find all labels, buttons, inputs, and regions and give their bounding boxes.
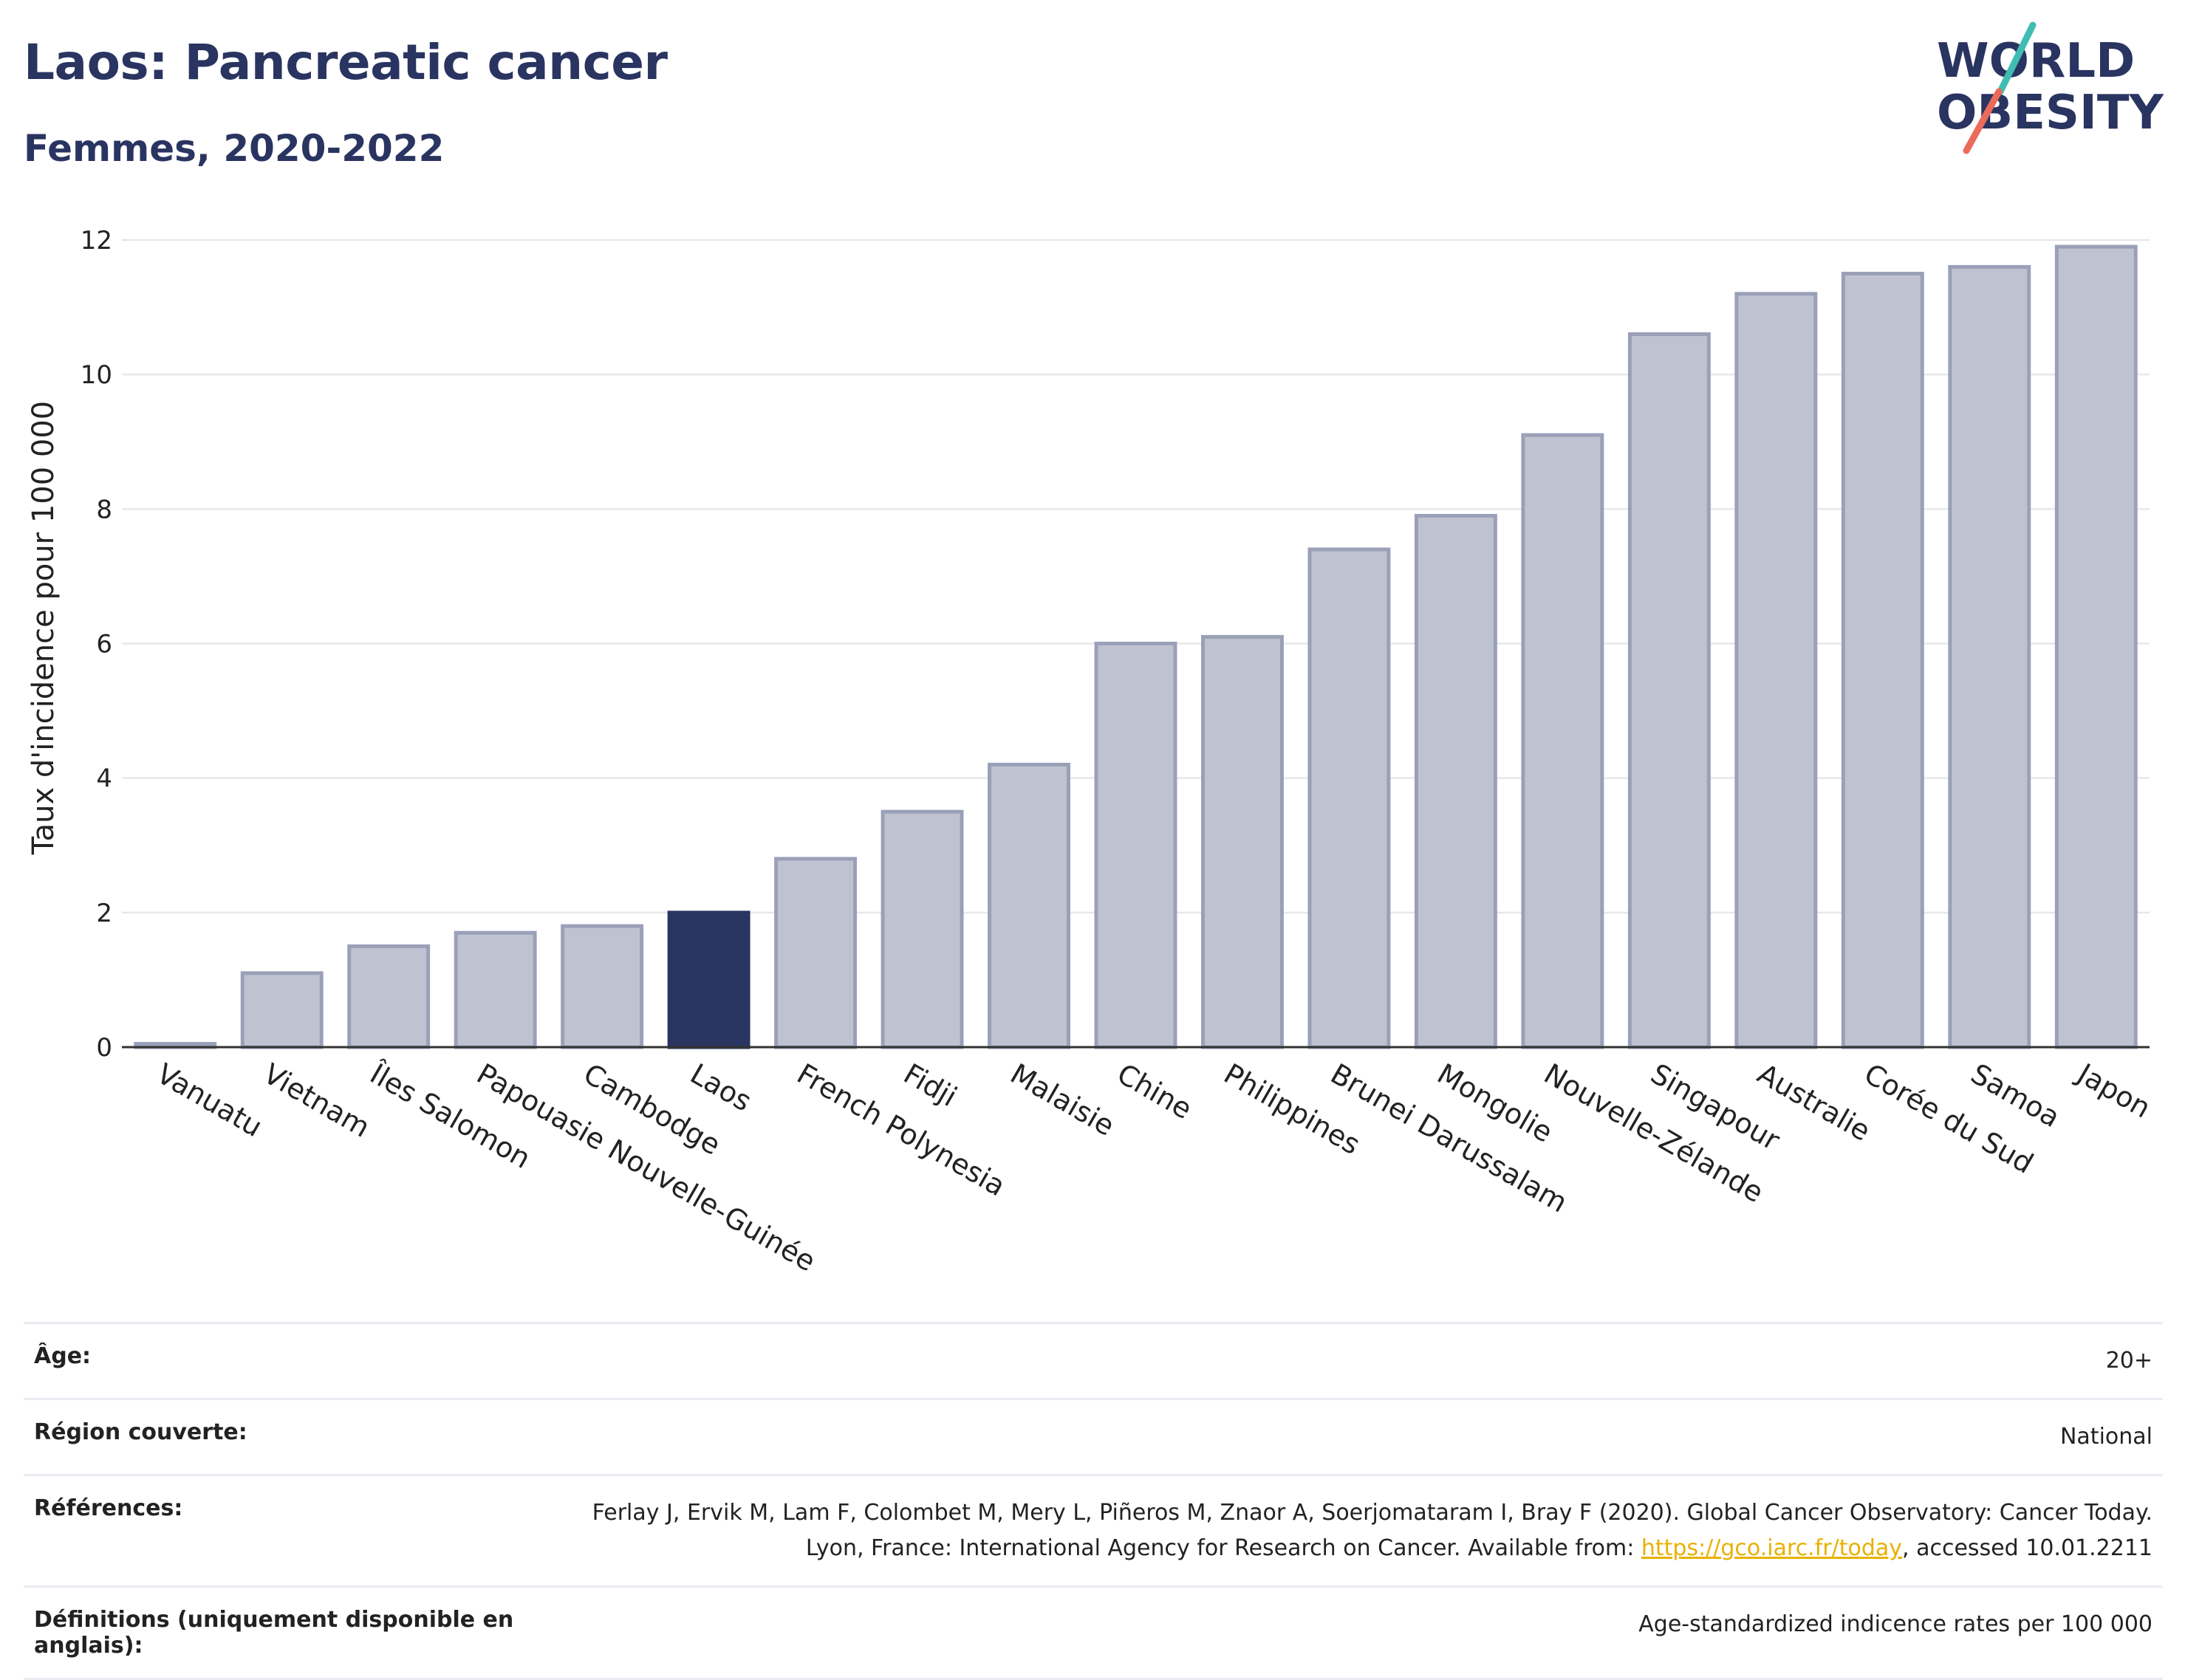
bar-nouvelle-z-lande[interactable] xyxy=(1521,433,1604,1049)
meta-key: Références: xyxy=(24,1474,561,1587)
chart-subtitle: Femmes, 2020-2022 xyxy=(24,127,445,170)
bar-samoa[interactable] xyxy=(1948,264,2031,1049)
meta-value: Age-standardized indicence rates per 100… xyxy=(561,1585,2163,1680)
bar-singapour[interactable] xyxy=(1627,332,1711,1049)
meta-value: Ferlay J, Ervik M, Lam F, Colombet M, Me… xyxy=(561,1474,2163,1587)
bar--les-salomon[interactable] xyxy=(347,944,431,1049)
meta-row-definitions: Définitions (uniquement disponible en an… xyxy=(24,1585,2163,1680)
x-tick-label: Vietnam xyxy=(258,1057,375,1144)
meta-row-region: Région couverte: National xyxy=(24,1398,2163,1475)
bar-philippines[interactable] xyxy=(1201,634,1284,1049)
bar-brunei-darussalam[interactable] xyxy=(1307,547,1391,1049)
logo-line1: WORLD xyxy=(1937,34,2135,89)
world-obesity-logo: WORLD OBESITY xyxy=(1937,21,2164,154)
meta-row-references: Références: Ferlay J, Ervik M, Lam F, Co… xyxy=(24,1474,2163,1587)
chart-title: Laos: Pancreatic cancer xyxy=(24,34,668,91)
reference-text: Ferlay J, Ervik M, Lam F, Colombet M, Me… xyxy=(592,1500,2152,1561)
bar-cambodge[interactable] xyxy=(561,924,644,1049)
logo-slash-bottom xyxy=(1963,88,2003,154)
bar-malaisie[interactable] xyxy=(988,762,1070,1049)
y-tick-label: 0 xyxy=(96,1033,112,1063)
y-tick-label: 10 xyxy=(81,360,112,390)
y-tick-label: 2 xyxy=(96,899,112,928)
reference-suffix: , accessed 10.01.2211 xyxy=(1902,1535,2152,1561)
x-tick-label: Malaisie xyxy=(1005,1057,1121,1142)
bar-laos[interactable] xyxy=(667,911,750,1049)
bar-mongolie[interactable] xyxy=(1414,513,1497,1049)
reference-link[interactable]: https://gco.iarc.fr/today xyxy=(1641,1535,1903,1561)
x-tick-label: Fidji xyxy=(898,1057,962,1114)
x-tick-label: Vanuatu xyxy=(151,1057,268,1143)
y-tick-label: 4 xyxy=(96,764,112,794)
bar-cor-e-du-sud[interactable] xyxy=(1841,272,1924,1049)
y-tick-label: 8 xyxy=(96,495,112,524)
bar-fidji[interactable] xyxy=(881,809,964,1049)
meta-key: Âge: xyxy=(24,1322,561,1399)
bar-vietnam[interactable] xyxy=(240,971,324,1049)
meta-value: National xyxy=(561,1398,2163,1475)
x-tick-label: Laos xyxy=(685,1057,757,1118)
bar-french-polynesia[interactable] xyxy=(774,857,858,1049)
metadata-table: Âge: 20+ Région couverte: National Référ… xyxy=(24,1322,2163,1680)
y-tick-label: 6 xyxy=(96,630,112,659)
meta-key: Région couverte: xyxy=(24,1398,561,1475)
meta-value: 20+ xyxy=(561,1322,2163,1399)
bar-australie[interactable] xyxy=(1734,292,1818,1049)
x-tick-label: Chine xyxy=(1112,1057,1197,1125)
bar-japon[interactable] xyxy=(2054,244,2138,1049)
bar-chine[interactable] xyxy=(1094,642,1177,1049)
meta-row-age: Âge: 20+ xyxy=(24,1322,2163,1399)
bars-layer xyxy=(134,244,2138,1049)
bar-papouasie-nouvelle-guin-e[interactable] xyxy=(454,930,537,1049)
logo-slash-top xyxy=(1997,21,2037,95)
y-tick-label: 12 xyxy=(81,226,112,256)
y-axis-title: Taux d'incidence pour 100 000 xyxy=(27,401,61,855)
x-tick-label: Japon xyxy=(2071,1057,2156,1125)
